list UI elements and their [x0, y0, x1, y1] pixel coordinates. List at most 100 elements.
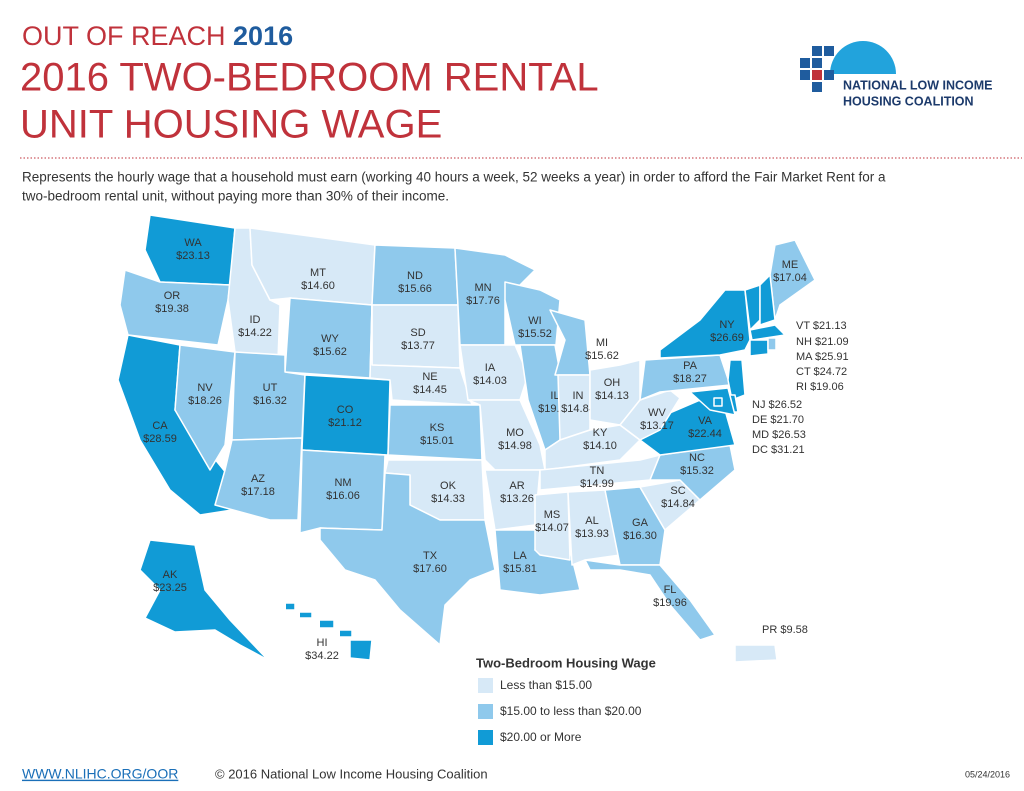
state-abbr: OR	[164, 290, 181, 302]
legend-swatch	[478, 704, 493, 719]
state-wage: $13.17	[640, 420, 674, 432]
state-wage: $15.66	[398, 283, 432, 295]
state-shape	[504, 281, 561, 346]
state-abbr: WV	[648, 407, 666, 419]
state-abbr: ID	[250, 314, 261, 326]
state-shape	[727, 359, 746, 401]
state-wage: $25.91	[815, 351, 849, 363]
legend-label: Less than $15.00	[500, 678, 592, 692]
state-wage: $15.32	[680, 465, 714, 477]
state-abbr: KS	[430, 422, 445, 434]
state-label: PR $9.58	[762, 624, 808, 636]
state-shape	[119, 269, 231, 346]
state-label: NJ $26.52	[752, 399, 802, 411]
state-wage: $19.38	[155, 303, 189, 315]
state-wage: $14.84	[661, 498, 695, 510]
state-abbr: IL	[550, 390, 559, 402]
state-abbr: IN	[573, 390, 584, 402]
state-wage: $26.52	[769, 399, 803, 411]
state-abbr: NY	[719, 319, 735, 331]
state-wage: $9.58	[780, 624, 808, 636]
state-abbr: HI	[317, 637, 328, 649]
state-wage: $16.30	[623, 530, 657, 542]
state-abbr: NM	[334, 477, 351, 489]
state-abbr: LA	[513, 550, 527, 562]
state-abbr: WA	[184, 237, 202, 249]
state-abbr: ME	[782, 259, 799, 271]
state-wage: $21.12	[328, 417, 362, 429]
state-abbr: AK	[163, 569, 178, 581]
state-abbr: WY	[321, 333, 339, 345]
title-line: UNIT HOUSING WAGE	[20, 103, 442, 147]
state-wage: $13.93	[575, 528, 609, 540]
state-wage: $14.84	[561, 403, 595, 415]
state-abbr: CA	[152, 420, 168, 432]
state-wage: $23.13	[176, 250, 210, 262]
legend-swatch	[478, 730, 493, 745]
state-wage: $22.44	[688, 428, 722, 440]
state-abbr: FL	[664, 584, 677, 596]
state-wage: $15.62	[585, 350, 619, 362]
state-abbr: NV	[197, 382, 213, 394]
state-shape	[767, 337, 777, 351]
series: OUT OF REACH	[22, 21, 226, 51]
state-label: DE $21.70	[752, 414, 804, 426]
state-wage: $24.72	[814, 366, 848, 378]
state-wage: $14.22	[238, 327, 272, 339]
footer-link[interactable]: WWW.NLIHC.ORG/OOR	[22, 766, 178, 782]
state-wage: $14.99	[580, 478, 614, 490]
legend-title: Two-Bedroom Housing Wage	[476, 655, 656, 670]
state-wage: $14.03	[473, 375, 507, 387]
state-abbr: MI	[596, 337, 608, 349]
legend-label: $15.00 to less than $20.00	[500, 704, 642, 718]
state-wage: $21.70	[770, 414, 804, 426]
state-abbr: MD	[752, 429, 769, 441]
state-abbr: DC	[752, 444, 768, 456]
state-wage: $34.22	[305, 650, 339, 662]
description: Represents the hourly wage that a househ…	[22, 170, 886, 185]
year: 2016	[233, 21, 293, 51]
state-abbr: MS	[544, 509, 561, 521]
state-abbr: VA	[698, 415, 713, 427]
state-shape	[749, 324, 786, 341]
state-wage: $14.98	[498, 440, 532, 452]
state-abbr: NH	[796, 336, 812, 348]
state-wage: $13.26	[500, 493, 534, 505]
state-label: NH $21.09	[796, 336, 849, 348]
state-shape	[567, 489, 621, 566]
state-label: CT $24.72	[796, 366, 847, 378]
org-name: HOUSING COALITION	[843, 94, 974, 108]
state-wage: $28.59	[143, 433, 177, 445]
state-abbr: AL	[585, 515, 598, 527]
state-wage: $15.62	[313, 346, 347, 358]
state-wage: $14.10	[583, 440, 617, 452]
state-abbr: PA	[683, 360, 698, 372]
state-abbr: GA	[632, 517, 649, 529]
state-shape	[713, 397, 723, 407]
state-wage: $26.69	[710, 332, 744, 344]
state-shape	[459, 344, 529, 401]
state-wage: $13.77	[401, 340, 435, 352]
state-abbr: DE	[752, 414, 767, 426]
state-label: MA $25.91	[796, 351, 849, 363]
description: two-bedroom rental unit, without paying …	[22, 189, 449, 204]
state-abbr: AR	[509, 480, 524, 492]
state-abbr: KY	[593, 427, 608, 439]
state-abbr: MN	[474, 282, 491, 294]
state-wage: $15.81	[503, 563, 537, 575]
state-shape	[286, 602, 373, 661]
state-wage: $14.60	[301, 280, 335, 292]
state-abbr: IA	[485, 362, 496, 374]
state-wage: $21.13	[813, 320, 847, 332]
state-abbr: MA	[796, 351, 813, 363]
state-wage: $19.96	[653, 597, 687, 609]
header: OUT OF REACH 2016	[22, 21, 293, 51]
state-abbr: WI	[528, 315, 541, 327]
state-abbr: SD	[410, 327, 425, 339]
state-shape	[759, 274, 776, 326]
state-shape	[369, 304, 473, 406]
state-label: VT $21.13	[796, 320, 847, 332]
state-wage: $16.06	[326, 490, 360, 502]
state-shape	[139, 539, 269, 661]
state-shape	[534, 491, 571, 561]
